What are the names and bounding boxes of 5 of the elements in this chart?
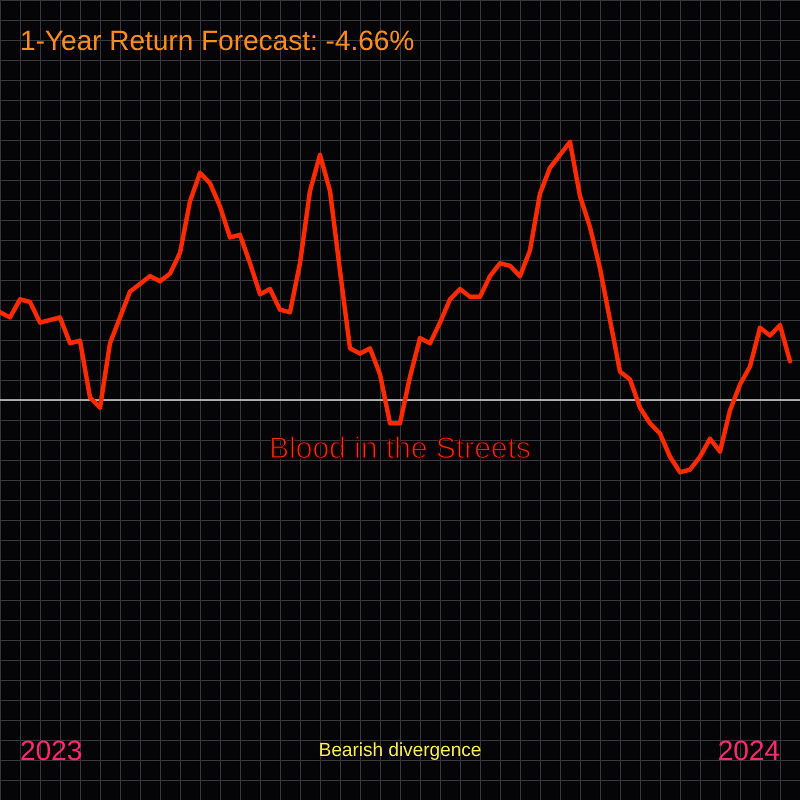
text: 2024 <box>718 735 780 766</box>
annotation: Blood in the Streets <box>269 432 531 465</box>
text: Bearish divergence <box>318 740 482 761</box>
chart-title: 1-Year Return Forecast: -4.66% <box>20 25 414 56</box>
text: 2023 <box>20 735 82 766</box>
